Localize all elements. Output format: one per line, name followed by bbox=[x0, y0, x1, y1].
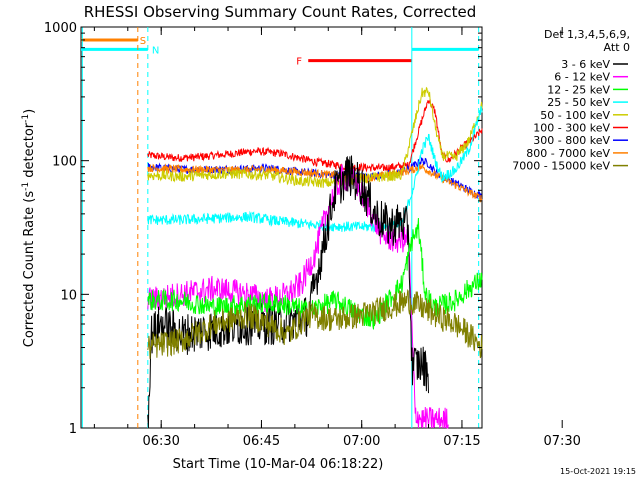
legend-label-12-25-kev: 12 - 25 keV bbox=[547, 83, 610, 96]
legend-label-800-7000-kev: 800 - 7000 keV bbox=[526, 147, 610, 160]
x-tick-label: 07:30 bbox=[543, 434, 580, 449]
legend-label-25-50-kev: 25 - 50 keV bbox=[547, 96, 610, 109]
legend-label-300-800-kev: 300 - 800 keV bbox=[533, 134, 610, 147]
series-line-25-50-kev bbox=[147, 105, 483, 233]
legend-label-3-6-kev: 3 - 6 keV bbox=[561, 58, 610, 71]
legend-header-attenuator: Att 0 bbox=[604, 41, 630, 54]
series-line-3-6-kev bbox=[147, 155, 429, 429]
y-axis-label: Corrected Count Rate (s-1 detector-1) bbox=[21, 109, 37, 347]
x-tick-label: 06:30 bbox=[142, 434, 179, 449]
legend-label-50-100-kev: 50 - 100 keV bbox=[540, 109, 610, 122]
y-tick-label: 1000 bbox=[44, 21, 77, 36]
series-line-800-7000-kev bbox=[147, 163, 483, 203]
y-tick-label: 10 bbox=[60, 288, 77, 303]
legend-label-7000-15000-kev: 7000 - 15000 keV bbox=[512, 160, 610, 173]
series-line-7000-15000-kev bbox=[147, 289, 483, 359]
y-tick-label: 1 bbox=[69, 422, 77, 437]
footer-timestamp: 15-Oct-2021 19:15 bbox=[560, 467, 636, 476]
series-line-100-300-kev bbox=[147, 99, 483, 173]
series-line-50-100-kev bbox=[147, 86, 483, 188]
annotation-s: S bbox=[140, 36, 146, 47]
annotation-n: N bbox=[152, 45, 159, 56]
plot-frame bbox=[80, 26, 483, 429]
annotation-f: F bbox=[296, 57, 302, 68]
legend-label-6-12-kev: 6 - 12 keV bbox=[554, 71, 610, 84]
x-axis-label: Start Time (10-Mar-04 06:18:22) bbox=[173, 457, 384, 472]
legend-header-detectors: Det 1,3,4,5,6,9, bbox=[544, 28, 630, 41]
x-tick-label: 07:00 bbox=[343, 434, 380, 449]
x-tick-label: 06:45 bbox=[243, 434, 280, 449]
chart-title: RHESSI Observing Summary Count Rates, Co… bbox=[84, 3, 477, 21]
legend-label-100-300-kev: 100 - 300 keV bbox=[533, 122, 610, 135]
x-tick-label: 07:15 bbox=[443, 434, 480, 449]
y-tick-label: 100 bbox=[52, 155, 77, 170]
